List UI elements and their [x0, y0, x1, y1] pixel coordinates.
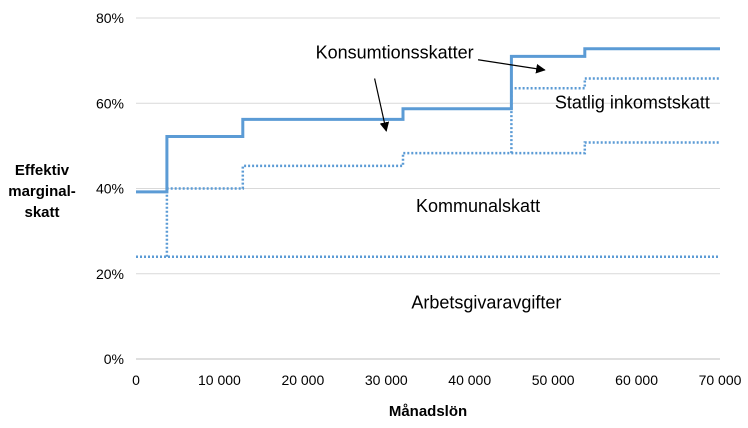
annotation-arrow [477, 59, 546, 74]
x-tick-label: 40 000 [448, 372, 491, 388]
y-axis-title-line-3: skatt [24, 204, 59, 221]
annotation-arrow [374, 78, 390, 132]
gridlines [136, 17, 720, 360]
y-tick-label: 0% [104, 351, 124, 367]
y-tick-label: 60% [96, 95, 124, 111]
x-tick-label: 30 000 [365, 372, 408, 388]
y-tick-label: 80% [96, 10, 124, 26]
annotation-label: Kommunalskatt [416, 196, 540, 216]
annotation-label: Konsumtionsskatter [316, 42, 474, 62]
x-axis-title: Månadslön [389, 403, 467, 420]
y-axis-title-line-2: marginal- [8, 183, 76, 200]
series-line-2 [165, 141, 720, 257]
y-tick-labels: 0% 20% 40% 60% 80% [96, 10, 124, 367]
series-line-4 [136, 47, 720, 194]
annotation-label: Arbetsgivaravgifter [411, 293, 561, 313]
x-tick-labels: 0 10 000 20 000 30 000 40 000 50 000 60 000 70 … [132, 372, 742, 388]
annotation-label: Statlig inkomstskatt [555, 92, 710, 112]
y-axis-title-line-1: Effektiv [15, 162, 70, 179]
x-tick-label: 10 000 [198, 372, 241, 388]
series-line-3 [510, 77, 720, 154]
y-tick-label: 40% [96, 181, 124, 197]
x-tick-label: 70 000 [699, 372, 742, 388]
annotation-arrows [374, 59, 546, 132]
series-group [136, 47, 720, 258]
x-tick-label: 20 000 [281, 372, 324, 388]
annotations: Konsumtionsskatter Statlig inkomstskatt Ko… [316, 42, 710, 312]
y-tick-label: 20% [96, 266, 124, 282]
x-tick-label: 50 000 [532, 372, 575, 388]
x-tick-label: 0 [132, 372, 140, 388]
x-tick-label: 60 000 [615, 372, 658, 388]
